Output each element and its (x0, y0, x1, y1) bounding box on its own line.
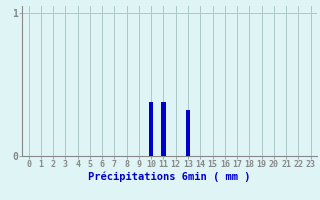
Bar (161, 102, 166, 156)
X-axis label: Précipitations 6min ( mm ): Précipitations 6min ( mm ) (88, 172, 251, 182)
Bar (149, 102, 153, 156)
Bar (186, 110, 190, 156)
